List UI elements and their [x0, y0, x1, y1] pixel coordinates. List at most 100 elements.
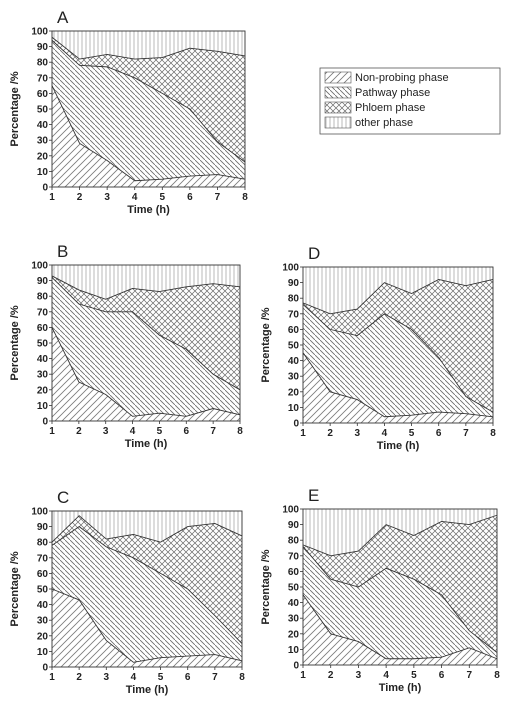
x-tick-label: 4: [130, 426, 136, 437]
y-tick-label: 90: [37, 522, 49, 533]
y-tick-label: 40: [37, 354, 49, 365]
y-tick-label: 100: [31, 261, 48, 272]
y-tick-label: 30: [37, 616, 49, 627]
y-tick-label: 20: [37, 385, 49, 396]
y-tick-label: 100: [31, 27, 48, 38]
x-tick-label: 6: [185, 672, 191, 683]
y-tick-label: 10: [37, 401, 49, 412]
y-tick-label: 60: [288, 325, 300, 336]
boundary-line-non-probing: [51, 588, 243, 663]
y-tick-label: 60: [37, 89, 49, 100]
x-tick-label: 7: [210, 426, 216, 437]
x-axis-label: Time (h): [379, 682, 422, 694]
area-other: [52, 265, 240, 300]
x-tick-label: 3: [104, 672, 110, 683]
boundary-line-non-probing: [302, 594, 498, 660]
y-tick-label: 80: [37, 58, 49, 69]
x-tick-label: 3: [103, 426, 109, 437]
x-tick-label: 3: [355, 428, 361, 439]
boundary-line-pathway: [51, 277, 241, 391]
panel-d: 0 10 20 30 40 50 60 70 80 90 100 1 2 3 4 5 6 7 8 Time (h) Pe…: [260, 244, 496, 452]
y-tick-label: 20: [37, 631, 49, 642]
x-tick-label: 8: [242, 192, 248, 203]
y-tick-label: 60: [288, 567, 300, 578]
x-tick-label: 4: [131, 672, 137, 683]
x-tick-label: 1: [300, 670, 306, 681]
y-tick-label: 0: [42, 417, 48, 428]
x-tick-label: 3: [356, 670, 362, 681]
x-tick-label: 8: [490, 428, 496, 439]
x-tick-label: 2: [76, 672, 82, 683]
panel-a: 0 10 20 30 40 50 60 70 80 90 100 1 2 3 4 5 6 7 8 Time (h) Pe…: [9, 8, 248, 216]
legend-swatch-pathway: [324, 86, 352, 99]
x-tick-label: 7: [215, 192, 221, 203]
boundary-line-phloem: [51, 275, 241, 300]
y-tick-label: 50: [37, 339, 49, 350]
x-tick-label: 7: [467, 670, 473, 681]
y-tick-label: 70: [288, 309, 300, 320]
y-tick-label: 0: [42, 663, 48, 674]
x-tick-label: 5: [409, 428, 415, 439]
panel-e: 0 10 20 30 40 50 60 70 80 90 100 1 2 3 4 5 6 7 8 Time (h) Pe…: [260, 486, 500, 694]
y-tick-label: 10: [288, 403, 300, 414]
legend: Non-probing phase Pathway phase Phloem p…: [319, 67, 501, 135]
y-axis-label: Percentage /%: [9, 551, 21, 626]
y-tick-label: 70: [37, 73, 49, 84]
x-axis-label: Time (h): [125, 438, 168, 450]
legend-swatch-non-probing: [324, 71, 352, 84]
x-tick-label: 6: [436, 428, 442, 439]
y-tick-label: 70: [37, 553, 49, 564]
x-tick-label: 1: [49, 192, 55, 203]
area-non-probing: [303, 352, 493, 423]
x-tick-label: 1: [49, 426, 55, 437]
x-tick-label: 3: [104, 192, 110, 203]
area-pathway: [52, 40, 245, 181]
y-axis-label: Percentage /%: [260, 307, 272, 382]
panel-label: A: [57, 8, 69, 27]
y-tick-label: 20: [288, 629, 300, 640]
y-tick-label: 90: [288, 278, 300, 289]
panel-label: D: [308, 244, 320, 263]
area-non-probing: [52, 327, 240, 421]
area-other: [52, 511, 242, 543]
area-phloem: [303, 515, 497, 653]
area-non-probing: [52, 85, 245, 187]
panel-c: 0 10 20 30 40 50 60 70 80 90 100 1 2 3 4 5 6 7 8 Time (h) Pe…: [9, 488, 245, 696]
boundary-line-pathway: [51, 40, 246, 163]
y-tick-label: 80: [37, 292, 49, 303]
y-tick-label: 10: [288, 645, 300, 656]
x-tick-label: 7: [463, 428, 469, 439]
area-other: [303, 509, 497, 556]
boundary-line-non-probing: [51, 85, 246, 182]
y-tick-label: 30: [37, 136, 49, 147]
area-other: [303, 267, 493, 314]
legend-label-non-probing: Non-probing phase: [355, 72, 449, 84]
y-tick-label: 40: [288, 598, 300, 609]
y-tick-label: 100: [31, 507, 48, 518]
boundary-line-non-probing: [302, 352, 494, 418]
boundary-line-pathway: [302, 304, 494, 413]
y-tick-label: 90: [288, 520, 300, 531]
y-tick-label: 10: [37, 167, 49, 178]
x-tick-label: 4: [382, 428, 388, 439]
y-tick-label: 50: [37, 105, 49, 116]
boundary-line-phloem: [51, 36, 246, 60]
x-tick-label: 6: [187, 192, 193, 203]
y-tick-label: 40: [288, 356, 300, 367]
y-tick-label: 100: [282, 505, 299, 516]
y-tick-label: 20: [37, 151, 49, 162]
legend-swatch-other: [324, 116, 352, 129]
x-axis-label: Time (h): [126, 684, 169, 696]
x-tick-label: 8: [237, 426, 243, 437]
y-tick-label: 0: [293, 661, 299, 672]
y-tick-label: 60: [37, 569, 49, 580]
x-tick-label: 2: [327, 428, 333, 439]
panel-label: C: [57, 488, 69, 507]
x-tick-label: 8: [239, 672, 245, 683]
x-tick-label: 2: [76, 426, 82, 437]
y-axis-label: Percentage /%: [9, 71, 21, 146]
x-tick-label: 2: [77, 192, 83, 203]
legend-swatch-phloem: [324, 101, 352, 114]
area-pathway: [303, 304, 493, 417]
x-tick-label: 2: [328, 670, 334, 681]
